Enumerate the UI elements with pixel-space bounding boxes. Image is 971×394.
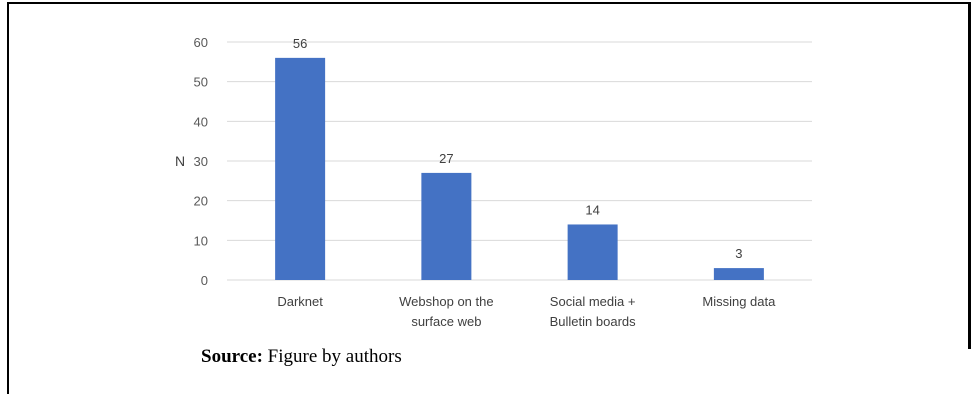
bar: [713, 268, 764, 280]
data-label: 27: [439, 151, 453, 166]
figure-frame-right: [968, 2, 971, 349]
figure-frame-left: [7, 2, 9, 394]
source-caption: Source: Figure by authors: [201, 346, 402, 368]
source-label: Source:: [201, 346, 263, 367]
figure-frame-top: [7, 2, 971, 4]
bar: [421, 172, 472, 280]
x-tick-label: Missing data: [702, 294, 776, 309]
y-tick-label: 0: [201, 273, 208, 288]
y-tick-label: 50: [194, 75, 208, 90]
data-labels: 56 27 14 3: [293, 36, 743, 261]
bars: [275, 57, 764, 280]
x-tick-label: Darknet: [277, 294, 323, 309]
source-text: Figure by authors: [262, 346, 402, 367]
bar: [567, 224, 618, 280]
y-axis-title: N: [175, 153, 185, 169]
y-tick-label: 60: [194, 35, 208, 50]
bar: [275, 57, 326, 280]
x-axis-labels: Darknet Webshop on the surface web Social m…: [277, 294, 776, 329]
data-label: 3: [735, 246, 742, 261]
data-label: 56: [293, 36, 307, 51]
x-tick-label: Social media + Bulletin boards: [550, 294, 636, 329]
y-tick-label: 20: [194, 194, 208, 209]
y-axis-ticks: 0 10 20 30 40 50 60: [194, 35, 208, 288]
y-tick-label: 40: [194, 114, 208, 129]
x-tick-label: Webshop on the surface web: [399, 294, 493, 329]
y-tick-label: 10: [194, 233, 208, 248]
y-tick-label: 30: [194, 154, 208, 169]
data-label: 14: [585, 202, 599, 217]
